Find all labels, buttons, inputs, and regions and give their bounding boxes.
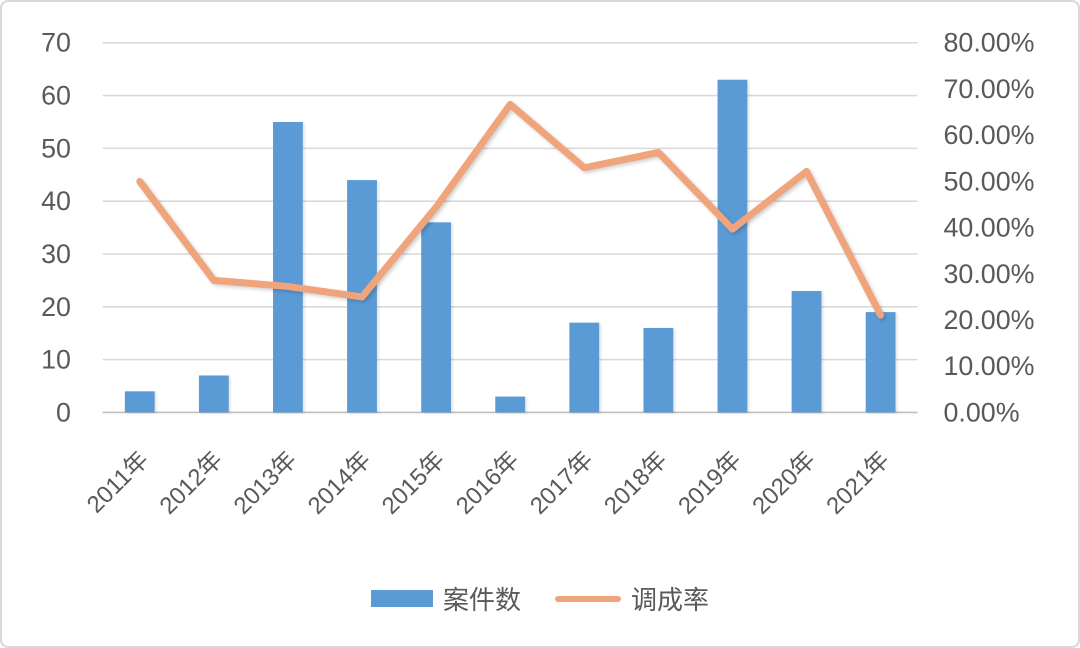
x-axis-label: 2021年 [821,446,894,519]
bar-2017年 [569,322,600,413]
line-series [136,100,885,319]
right-axis-tick: 10.00% [943,351,1034,381]
gridlines [102,41,918,414]
left-axis-ticks: 0 10 20 30 40 50 60 70 [41,28,71,428]
legend-item-rate: 调成率 [555,580,709,617]
line-series-swatch-icon [555,595,621,602]
left-axis-tick: 60 [41,81,71,111]
bar-2013年 [273,121,303,413]
right-axis-tick: 0.00% [943,397,1019,427]
left-axis-tick: 50 [41,133,71,163]
x-axis-labels: 2011年 2012年 2013年 2014年 2015年 2016年 2017年 2018年… [82,446,895,519]
x-axis-label: 2011年 [82,446,154,518]
bar-2016年 [495,396,526,413]
x-axis-label: 2012年 [155,446,228,519]
bar-2019年 [717,79,748,413]
x-axis-label: 2018年 [599,446,672,519]
left-axis-tick: 40 [41,186,71,216]
right-axis-ticks: 0.00% 10.00% 20.00% 30.00% 40.00% 50.00% 60.00… [943,28,1034,428]
bar-series-swatch-icon [370,590,433,607]
right-axis-tick: 70.00% [943,74,1034,104]
left-axis-tick: 70 [41,28,71,58]
legend-label-rate: 调成率 [631,585,710,615]
bar-2018年 [643,327,674,413]
x-axis-label: 2013年 [229,446,302,519]
right-axis-tick: 30.00% [943,259,1034,289]
x-axis-label: 2015年 [377,446,450,519]
left-axis-tick: 0 [56,397,71,427]
right-axis-tick: 20.00% [943,305,1034,335]
x-axis-label: 2016年 [451,446,524,519]
left-axis-tick: 20 [41,292,71,322]
bar-2021年 [865,312,896,413]
left-axis-tick: 10 [41,345,71,375]
right-axis-tick: 40.00% [943,213,1034,243]
bar-2015年 [421,222,452,413]
right-axis-tick: 60.00% [943,120,1034,150]
bar-series [124,79,896,413]
legend-item-cases: 案件数 [370,580,521,617]
right-axis-tick: 50.00% [943,166,1034,196]
x-axis-label: 2020年 [747,446,820,519]
x-axis-label: 2014年 [303,446,376,519]
x-axis-label: 2019年 [673,446,746,519]
x-axis-label: 2017年 [525,446,598,519]
bar-2012年 [198,375,229,413]
bar-2011年 [124,391,155,413]
right-axis-tick: 80.00% [943,28,1034,58]
legend-label-cases: 案件数 [442,585,521,615]
rate-line [136,100,885,319]
left-axis-tick: 30 [41,239,71,269]
bar-2020年 [791,290,822,413]
chart-legend: 案件数 调成率 [2,580,1078,617]
